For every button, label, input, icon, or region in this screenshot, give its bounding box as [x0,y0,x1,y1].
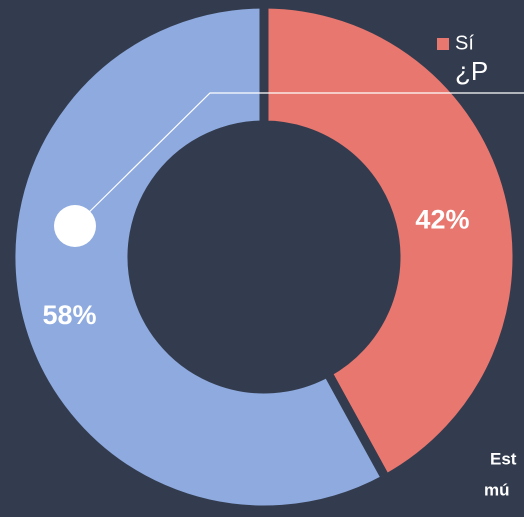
leader-line [74,92,524,227]
slice [259,0,522,485]
legend-label: Sí [455,32,474,54]
annotation: mú [484,480,510,499]
leader-dot [54,205,96,247]
slices [6,0,522,515]
annotation: Est [490,449,517,468]
chart-title: ¿P [455,56,488,86]
value-label: 58% [43,300,97,330]
value-label: 42% [415,204,469,234]
legend-swatch [437,38,449,50]
slice [6,0,392,515]
